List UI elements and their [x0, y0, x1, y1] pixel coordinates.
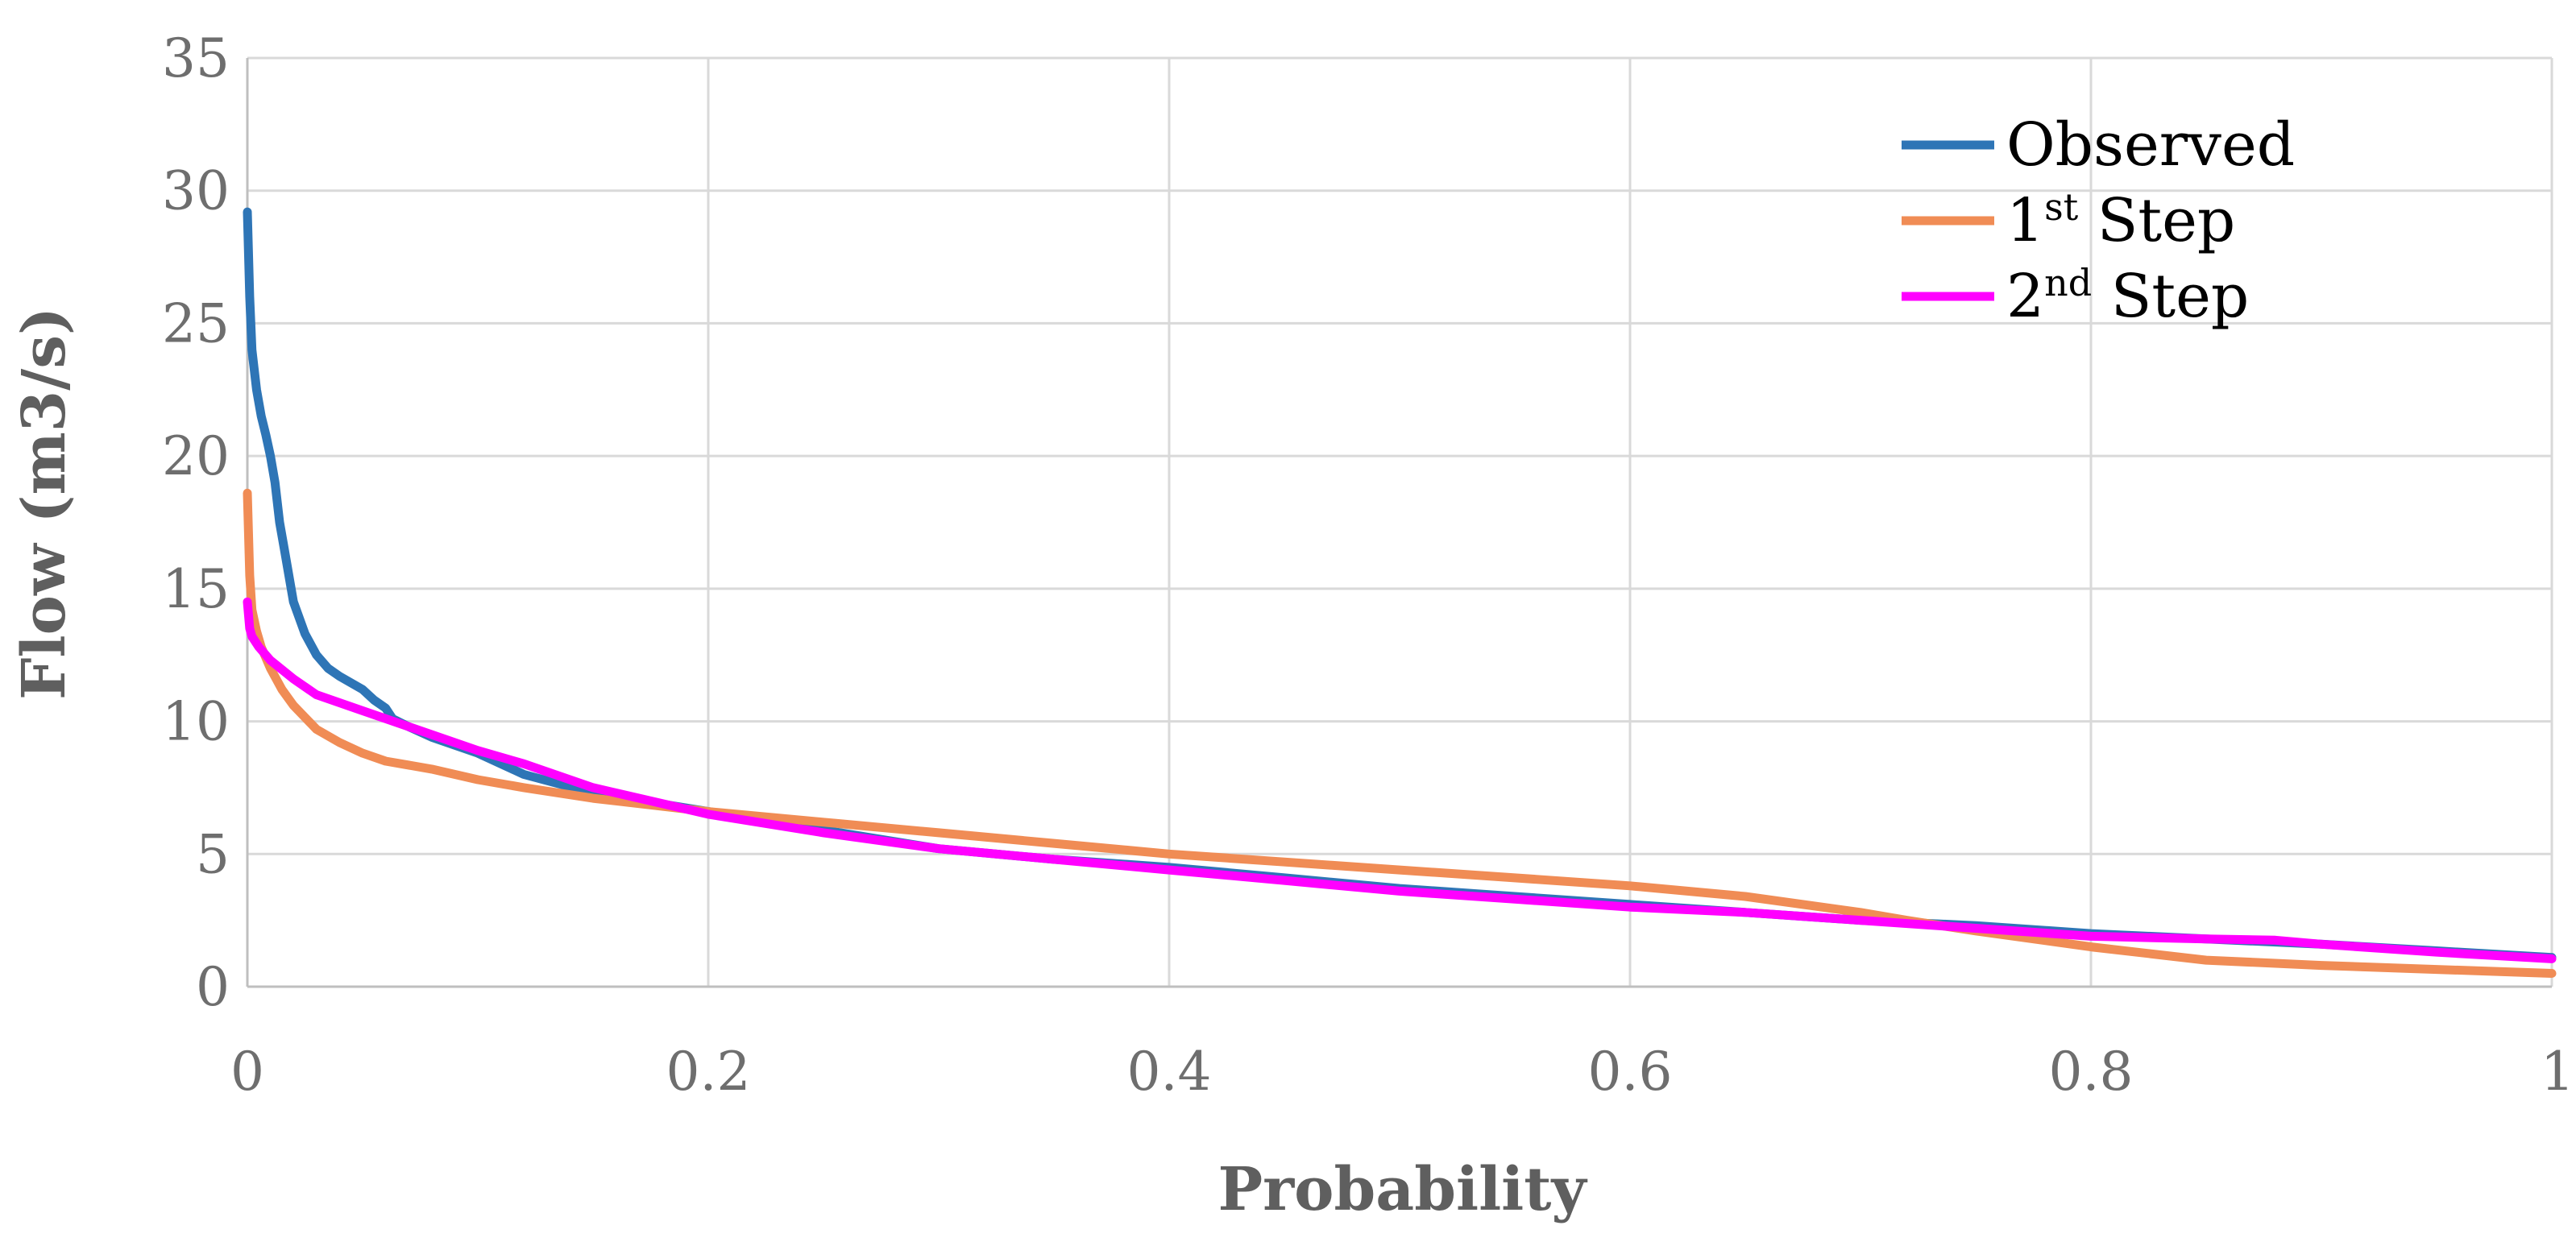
grid [246, 56, 2553, 988]
x-tick-label-4: 0.8 [2049, 1041, 2134, 1103]
legend-item-observed: Observed [1902, 110, 2295, 180]
series-line-1st-step [243, 488, 2557, 978]
x-axis-title: Probability [1218, 1155, 1588, 1224]
y-tick-label-3: 15 [162, 558, 230, 620]
y-tick-labels: 0 5 10 15 20 25 30 35 [162, 27, 230, 1018]
legend-label-observed: Observed [2006, 110, 2295, 180]
y-axis-title: Flow (m3/s) [10, 307, 79, 700]
y-tick-label-0: 0 [196, 956, 230, 1018]
y-tick-label-4: 20 [162, 425, 230, 487]
x-tick-label-2: 0.4 [1127, 1041, 1212, 1103]
legend: Observed 1st Step 2nd Step [1902, 110, 2295, 331]
legend-label-2nd-step: 2nd Step [2006, 261, 2249, 331]
x-tick-label-3: 0.6 [1588, 1041, 1673, 1103]
y-tick-label-5: 25 [162, 292, 230, 354]
y-tick-label-6: 30 [162, 160, 230, 222]
x-tick-label-1: 0.2 [666, 1041, 751, 1103]
y-tick-label-2: 10 [162, 691, 230, 753]
x-tick-label-0: 0 [230, 1041, 264, 1103]
legend-item-1st-step: 1st Step [1902, 185, 2235, 255]
x-tick-labels: 0 0.2 0.4 0.6 0.8 1 [230, 1041, 2574, 1103]
y-tick-label-7: 35 [162, 27, 230, 89]
legend-label-1st-step: 1st Step [2006, 185, 2235, 255]
legend-item-2nd-step: 2nd Step [1902, 261, 2249, 331]
y-tick-label-1: 5 [196, 823, 230, 885]
x-tick-label-5: 1 [2541, 1041, 2574, 1103]
series-lines [243, 207, 2557, 978]
series-line-2nd-step [243, 597, 2557, 963]
